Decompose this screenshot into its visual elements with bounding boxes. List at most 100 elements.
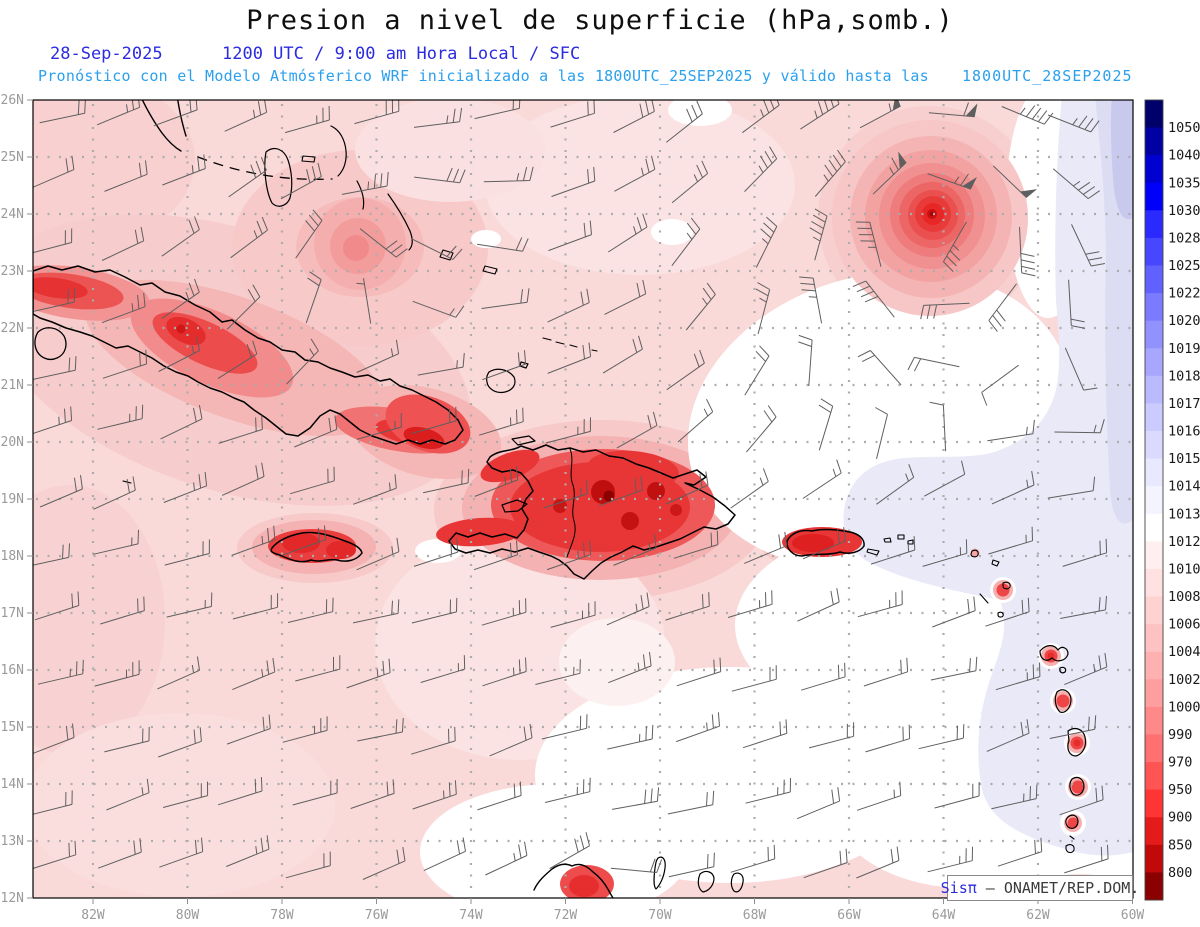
forecast-time: 1200 UTC / 9:00 am Hora Local / SFC [222,44,581,64]
lat-label: 14N [1,777,24,792]
lon-label: 64W [932,908,956,923]
colorbar-segment [1145,513,1163,542]
colorbar-label: 1002 [1168,672,1200,688]
coast-new-providence [301,155,316,163]
lat-label: 15N [1,720,24,735]
coast-andros [264,147,293,207]
colorbar-segment [1145,293,1163,322]
coast-leeward-islands [970,549,1011,618]
lat-label: 23N [1,264,24,279]
colorbar-label: 1040 [1168,148,1200,164]
colorbar-label: 1000 [1168,699,1200,715]
coast-guadeloupe [1039,645,1069,674]
lon-label: 68W [743,908,767,923]
colorbar-label: 1006 [1168,617,1200,633]
colorbar-segment [1145,734,1163,763]
colorbar-label: 1014 [1168,479,1200,495]
colorbar-segment [1145,486,1163,515]
colorbar-segment [1145,458,1163,487]
colorbar-segment [1145,872,1163,901]
lon-label: 76W [365,908,389,923]
forecast-date: 28-Sep-2025 [50,44,163,64]
coast-st-lucia [1069,776,1085,796]
colorbar-label: 1008 [1168,589,1200,605]
lon-label: 60W [1121,908,1145,923]
coast-dominica [1054,689,1072,713]
colorbar-label: 1022 [1168,286,1200,302]
colorbar-segment [1145,596,1163,625]
wind-barbs [33,100,1109,880]
colorbar-segment [1145,817,1163,846]
coast-virgin-islands [883,534,914,545]
coast-vieques [866,548,880,556]
model-valid-text: 1800UTC_28SEP2025 [962,67,1133,85]
lon-label: 78W [270,908,294,923]
coast-isla-juventud [34,327,67,361]
lat-label: 19N [1,492,24,507]
colorbar-label: 1035 [1168,175,1200,191]
colorbar-segment [1145,706,1163,735]
colorbar-label: 800 [1168,865,1192,881]
colorbar-segment [1145,568,1163,598]
colorbar-label: 850 [1168,837,1192,853]
colorbar-segment [1145,762,1163,791]
colorbar-label: 1010 [1168,561,1200,577]
attribution-brand: Sisπ [940,879,977,897]
attribution-separator: – [976,879,1004,897]
colorbar-label: 1028 [1168,230,1200,246]
lat-label: 25N [1,150,24,165]
model-info-line: Pronóstico con el Modelo Atmósferico WRF… [0,67,1200,139]
colorbar-segment [1145,265,1163,294]
colorbar-segment [1145,679,1163,708]
lat-label: 16N [1,663,24,678]
colorbar-label: 1020 [1168,313,1200,329]
colorbar-label: 1012 [1168,534,1200,550]
coast-long-island [387,193,413,251]
coast-cayman [122,480,132,484]
colorbar-segment [1145,237,1163,267]
coast-martinique [1067,727,1087,757]
axis-labels: 26N 25N 24N 23N 22N 21N 20N 19N 18N 17N 16N 15N 14N 1… [1,93,1145,923]
lon-label: 62W [1026,908,1050,923]
coast-haiti-dr-border [566,448,576,558]
attribution-box: Sisπ – ONAMET/REP.DOM. [941,875,1139,901]
coast-grenada-grenadines [1065,835,1075,854]
lat-label: 20N [1,435,24,450]
colorbar-segment [1145,210,1163,239]
coast-abc-islands [653,856,744,893]
colorbar-label: 1018 [1168,368,1200,384]
colorbar-segment [1145,403,1163,432]
attribution-org: ONAMET/REP.DOM. [1003,879,1140,897]
coast-se-bahamas [439,249,598,352]
lat-label: 24N [1,207,24,222]
lat-label: 12N [1,891,24,906]
colorbar-label: 1013 [1168,506,1200,522]
lat-label: 22N [1,321,24,336]
colorbar: 1050 1040 1035 1030 1028 1025 1022 1020 1019 1018… [1144,99,1200,901]
lon-label: 80W [176,908,200,923]
colorbar-label: 970 [1168,755,1192,771]
colorbar-label: 990 [1168,727,1192,743]
colorbar-label: 1015 [1168,451,1200,467]
colorbar-segment [1145,155,1163,184]
colorbar-segment [1145,541,1163,570]
colorbar-segment [1145,320,1163,349]
pressure-shading [33,100,1133,898]
lon-label: 82W [81,908,105,923]
lat-label: 13N [1,834,24,849]
colorbar-label: 1030 [1168,203,1200,219]
colorbar-label: 1016 [1168,424,1200,440]
colorbar-label: 1019 [1168,341,1200,357]
page-title: Presion a nivel de superficie (hPa,somb.… [246,5,954,36]
lon-label: 74W [459,908,483,923]
lon-label: 72W [554,908,578,923]
lon-label: 66W [837,908,861,923]
colorbar-segment [1145,182,1163,211]
colorbar-segment [1145,348,1163,377]
coast-cuba [33,265,464,445]
colorbar-segment [1145,624,1163,653]
colorbar-segment [1145,844,1163,873]
coast-south-america-coast [533,863,614,898]
